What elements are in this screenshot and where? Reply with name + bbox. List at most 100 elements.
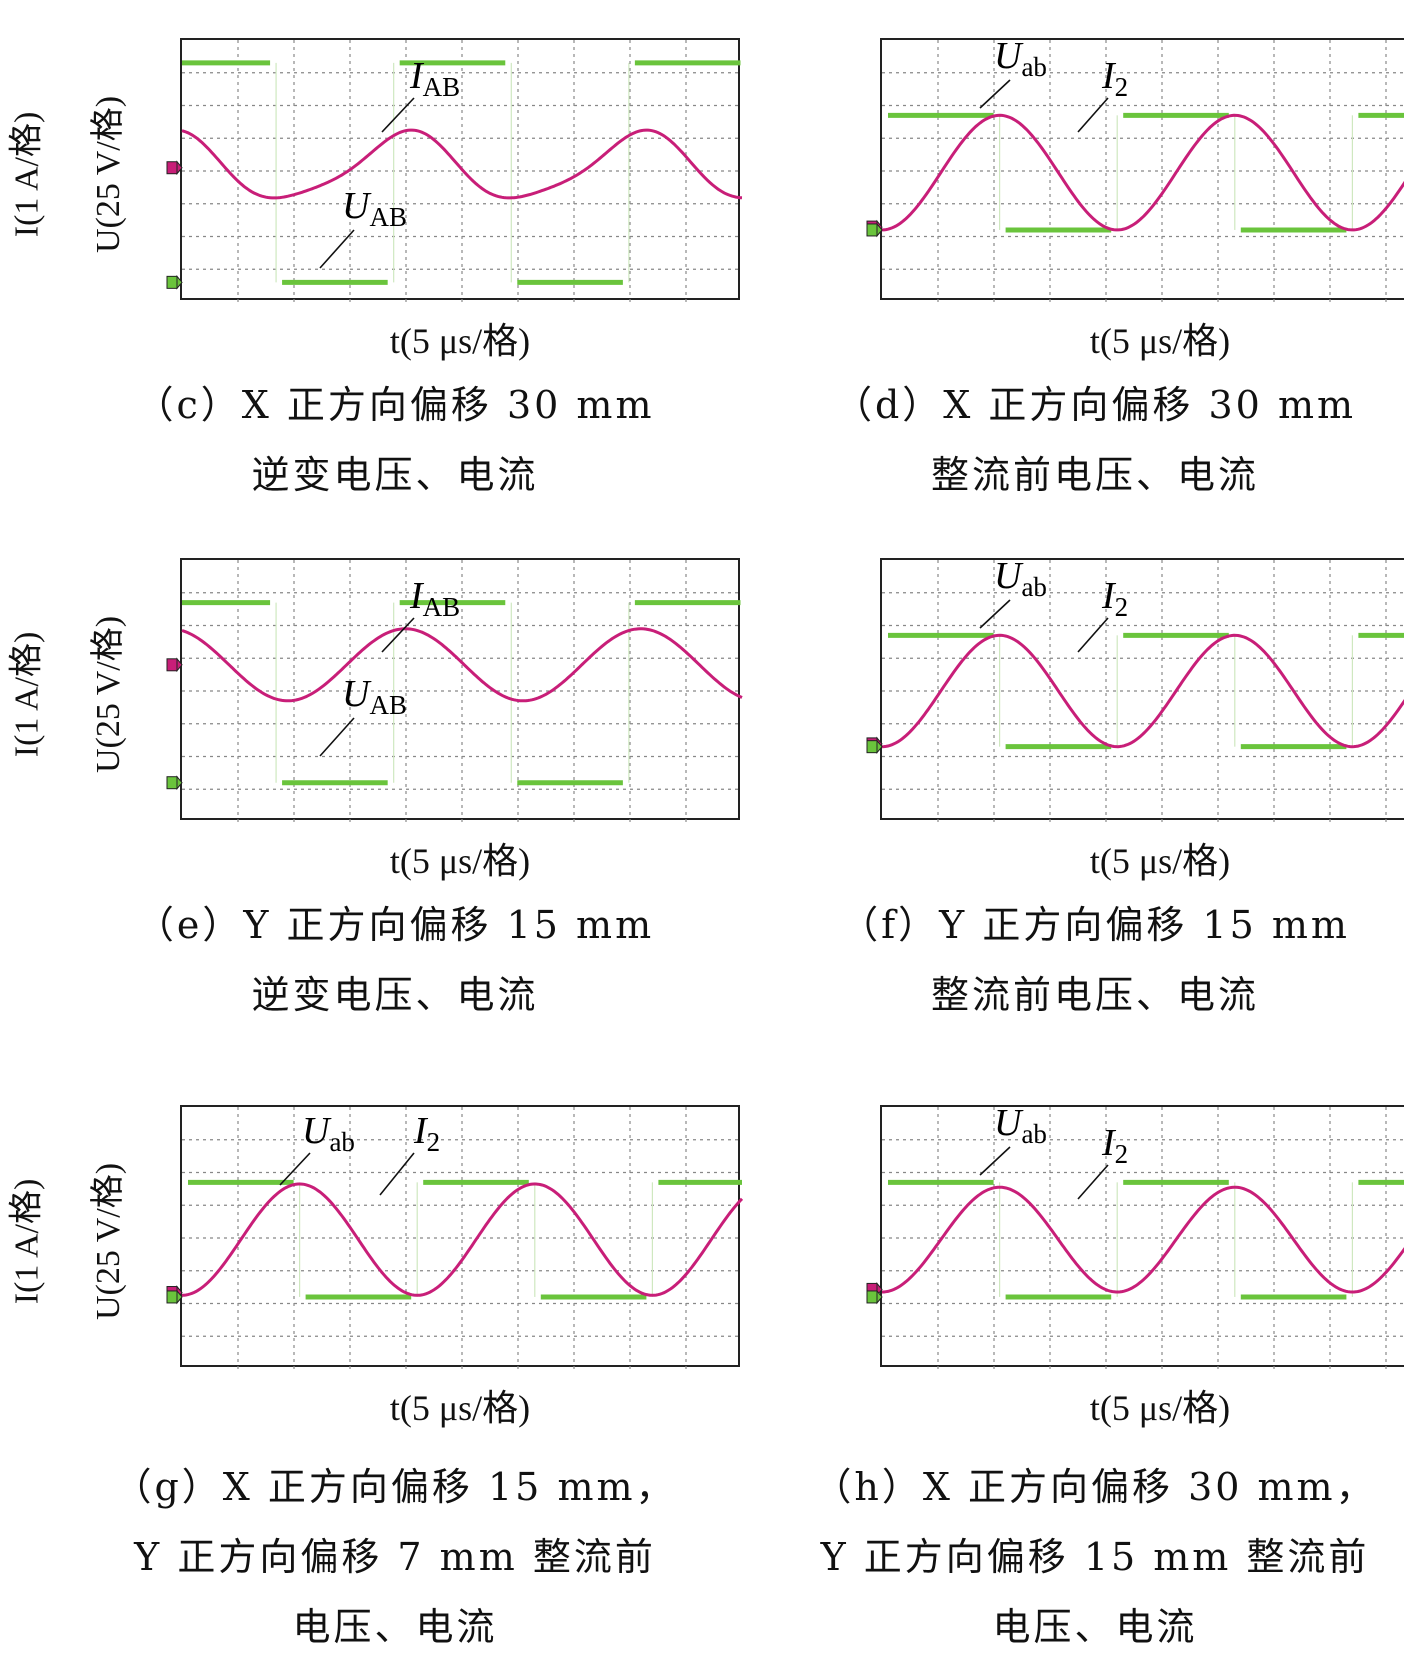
current-label: I2 xyxy=(413,1110,440,1157)
channel-marker-voltage xyxy=(866,222,883,238)
current-label-leader xyxy=(1077,617,1109,653)
voltage-label-sub: AB xyxy=(369,202,407,232)
caption-h: （h）X 正方向偏移 30 mm， Y 正方向偏移 15 mm 整流前 电压、电流 xyxy=(750,1452,1404,1662)
caption-line: （e）Y 正方向偏移 15 mm xyxy=(135,903,655,947)
channel-marker-current xyxy=(166,160,183,176)
current-label-leader xyxy=(379,1152,415,1196)
caption-c: （c）X 正方向偏移 30 mm 逆变电压、电流 xyxy=(50,370,740,510)
scope-screen-f: Uab I2 xyxy=(866,555,1404,822)
panel-f: Uab I2 t(5 μs/格) （f）Y 正方向偏移 15 mm 整流前电压、电流 xyxy=(700,520,1404,1065)
caption-line: （f）Y 正方向偏移 15 mm xyxy=(840,903,1350,947)
voltage-label: Uab xyxy=(994,555,1047,602)
scope-screen-g: Uab I2 xyxy=(166,1105,744,1369)
voltage-label-sub: ab xyxy=(1021,52,1046,82)
voltage-trace-g xyxy=(188,1179,742,1300)
caption-f: （f）Y 正方向偏移 15 mm 整流前电压、电流 xyxy=(750,890,1404,1030)
voltage-label-main: U xyxy=(994,1102,1024,1144)
current-trace-e xyxy=(181,627,743,703)
current-label-sub: 2 xyxy=(1115,592,1129,622)
voltage-trace-c xyxy=(182,60,741,285)
scope-plot-d: Uab I2 xyxy=(866,35,1404,302)
panel-g: I(1 A/格) U(25 V/格) Uab I2 t(5 μs/格) （g）X 正方向偏… xyxy=(0,1067,744,1649)
voltage-label: Uab xyxy=(302,1110,355,1157)
current-label-main: I xyxy=(409,55,425,97)
current-label-leader xyxy=(1077,97,1109,133)
caption-line: 电压、电流 xyxy=(992,1605,1198,1649)
current-label-main: I xyxy=(1101,575,1117,617)
channel-marker-voltage xyxy=(866,1289,883,1305)
y-axis-label-voltage: U(25 V/格) xyxy=(90,95,128,254)
caption-line: Y 正方向偏移 7 mm 整流前 xyxy=(134,1535,656,1579)
voltage-trace-e xyxy=(182,600,741,786)
caption-line: （g）X 正方向偏移 15 mm， xyxy=(113,1465,677,1509)
current-trace-c xyxy=(181,128,743,200)
scope-screen-d: Uab I2 xyxy=(866,35,1404,302)
voltage-trace-d xyxy=(888,112,1404,233)
scope-plot-h: Uab I2 xyxy=(866,1102,1404,1369)
voltage-label-sub: ab xyxy=(329,1127,354,1157)
current-label-main: I xyxy=(1101,55,1117,97)
panel-h: Uab I2 t(5 μs/格) （h）X 正方向偏移 30 mm， Y 正方向偏移 1… xyxy=(700,1067,1404,1649)
voltage-label-leader xyxy=(979,599,1011,629)
voltage-label-leader xyxy=(319,229,355,269)
current-label: IAB xyxy=(409,55,460,102)
caption-line: 整流前电压、电流 xyxy=(930,453,1259,497)
voltage-label-leader xyxy=(979,79,1011,109)
voltage-label: Uab xyxy=(994,35,1047,82)
y-axis-label-voltage: U(25 V/格) xyxy=(90,615,128,774)
voltage-label-main: U xyxy=(342,185,372,227)
current-trace-h xyxy=(882,1185,1404,1294)
caption-line: 整流前电压、电流 xyxy=(930,973,1259,1017)
scope-screen-c: IAB UAB xyxy=(166,38,743,302)
voltage-trace-f xyxy=(888,632,1404,750)
voltage-label-main: U xyxy=(994,555,1024,597)
current-label-sub: 2 xyxy=(1115,72,1129,102)
current-label-sub: 2 xyxy=(427,1127,441,1157)
channel-marker-voltage xyxy=(166,775,183,791)
current-trace-f xyxy=(881,633,1404,749)
caption-line: Y 正方向偏移 15 mm 整流前 xyxy=(820,1535,1370,1579)
voltage-label-leader xyxy=(979,1146,1011,1176)
current-label-leader xyxy=(381,97,415,133)
caption-g: （g）X 正方向偏移 15 mm， Y 正方向偏移 7 mm 整流前 电压、电流 xyxy=(50,1452,740,1662)
voltage-label-sub: AB xyxy=(369,690,407,720)
voltage-label-sub: ab xyxy=(1021,1119,1046,1149)
current-label-main: I xyxy=(1101,1122,1117,1164)
channel-marker-voltage xyxy=(866,739,883,755)
x-axis-label: t(5 μs/格) xyxy=(1089,841,1231,881)
channel-marker-current xyxy=(166,657,183,673)
caption-line: 电压、电流 xyxy=(292,1605,498,1649)
channel-marker-voltage xyxy=(166,274,183,290)
x-axis-label: t(5 μs/格) xyxy=(389,321,531,361)
voltage-label-main: U xyxy=(342,673,372,715)
panel-d: Uab I2 t(5 μs/格) （d）X 正方向偏移 30 mm 整流前电压、电流 xyxy=(700,0,1404,545)
voltage-label-main: U xyxy=(994,35,1024,77)
voltage-label: UAB xyxy=(342,185,407,232)
caption-line: （h）X 正方向偏移 30 mm， xyxy=(813,1465,1377,1509)
voltage-label: Uab xyxy=(994,1102,1047,1149)
current-label-sub: AB xyxy=(423,592,461,622)
current-label: I2 xyxy=(1101,55,1128,102)
current-label: IAB xyxy=(409,575,460,622)
current-label-leader xyxy=(381,617,415,653)
voltage-trace-h xyxy=(888,1179,1404,1300)
current-label-leader xyxy=(1077,1164,1109,1200)
voltage-label-sub: ab xyxy=(1021,572,1046,602)
x-axis-label: t(5 μs/格) xyxy=(389,1388,531,1428)
current-trace-g xyxy=(181,1182,744,1297)
scope-plot-f: Uab I2 xyxy=(866,555,1404,822)
panel-e: I(1 A/格) U(25 V/格) IAB UAB t(5 μs/格) （e）Y 正方向… xyxy=(0,520,743,1065)
voltage-label-main: U xyxy=(302,1110,332,1152)
caption-line: 逆变电压、电流 xyxy=(251,453,539,497)
voltage-label: UAB xyxy=(342,673,407,720)
scope-plot-g: Uab I2 xyxy=(166,1107,744,1369)
y-axis-label-current: I(1 A/格) xyxy=(8,631,46,758)
caption-d: （d）X 正方向偏移 30 mm 整流前电压、电流 xyxy=(750,370,1404,510)
current-label-main: I xyxy=(409,575,425,617)
y-axis-label-current: I(1 A/格) xyxy=(8,1178,46,1305)
channel-marker-voltage xyxy=(166,1289,183,1305)
scope-screen-e: IAB UAB xyxy=(166,558,743,822)
caption-e: （e）Y 正方向偏移 15 mm 逆变电压、电流 xyxy=(50,890,740,1030)
